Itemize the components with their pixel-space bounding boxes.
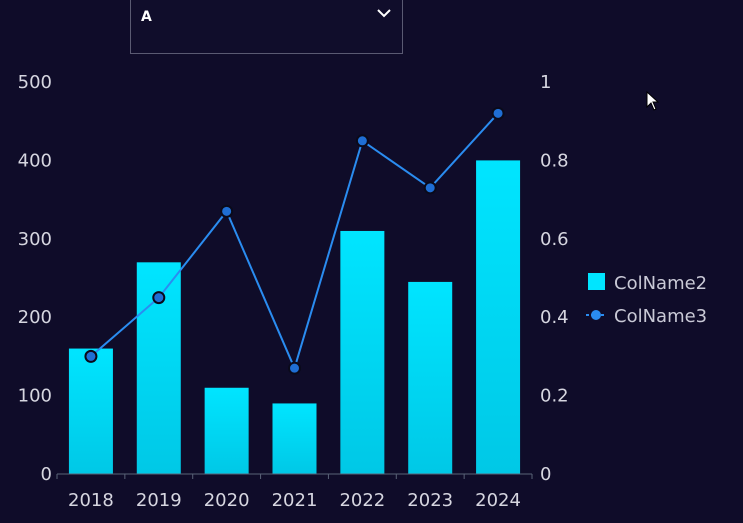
legend-label-colname3: ColName3 bbox=[614, 306, 707, 327]
y-right-tick-label: 0.8 bbox=[540, 150, 569, 171]
chevron-down-icon[interactable] bbox=[376, 7, 392, 19]
y-right-tick-label: 0.4 bbox=[540, 307, 569, 328]
mouse-cursor-icon bbox=[646, 91, 660, 111]
line-series-colname3 bbox=[84, 106, 505, 375]
y-right-tick-label: 0.2 bbox=[540, 386, 569, 407]
x-tick-label: 2019 bbox=[136, 490, 182, 511]
legend-label-colname2: ColName2 bbox=[614, 273, 707, 294]
line-point-2022 bbox=[355, 134, 369, 148]
bar-2020 bbox=[204, 387, 249, 474]
x-axis: 2018 2019 2020 2021 2022 2023 2024 bbox=[56, 473, 533, 511]
bar-2023 bbox=[408, 281, 453, 474]
line-point-2024 bbox=[491, 106, 505, 120]
x-tick-label: 2021 bbox=[272, 490, 318, 511]
x-tick-label: 2020 bbox=[204, 490, 250, 511]
line-point-2018 bbox=[84, 349, 98, 363]
bar-2021 bbox=[272, 403, 317, 474]
bar-2022 bbox=[340, 230, 385, 474]
legend-marker-colname3 bbox=[591, 310, 601, 320]
y-left-tick-label: 500 bbox=[18, 72, 52, 93]
y-left-tick-label: 400 bbox=[18, 150, 52, 171]
y-axis-right: 0 0.2 0.4 0.6 0.8 1 bbox=[540, 72, 569, 485]
y-right-tick-label: 0.6 bbox=[540, 229, 569, 250]
line-point-2021 bbox=[288, 361, 301, 375]
line-point-2023 bbox=[423, 181, 437, 195]
line-point-2020 bbox=[220, 204, 234, 218]
y-left-tick-label: 100 bbox=[18, 386, 52, 407]
y-left-tick-label: 0 bbox=[41, 464, 52, 485]
x-tick-label: 2024 bbox=[475, 490, 521, 511]
y-right-tick-label: 1 bbox=[540, 72, 551, 93]
x-tick-label: 2022 bbox=[339, 490, 385, 511]
bar-2018 bbox=[68, 348, 113, 474]
y-right-tick-label: 0 bbox=[540, 464, 551, 485]
x-tick-label: 2023 bbox=[407, 490, 453, 511]
x-tick-label: 2018 bbox=[68, 490, 114, 511]
series-select-dropdown[interactable]: A bbox=[130, 0, 403, 54]
legend-swatch-colname2 bbox=[588, 273, 605, 290]
bar-2024 bbox=[476, 160, 521, 474]
bar-series-colname2 bbox=[68, 160, 521, 474]
legend: ColName2 ColName3 bbox=[586, 273, 707, 327]
y-left-tick-label: 300 bbox=[18, 229, 52, 250]
y-left-tick-label: 200 bbox=[18, 307, 52, 328]
line-point-2019 bbox=[152, 291, 166, 305]
y-axis-left: 0 100 200 300 400 500 bbox=[18, 72, 52, 485]
dropdown-selected-value: A bbox=[141, 9, 152, 25]
